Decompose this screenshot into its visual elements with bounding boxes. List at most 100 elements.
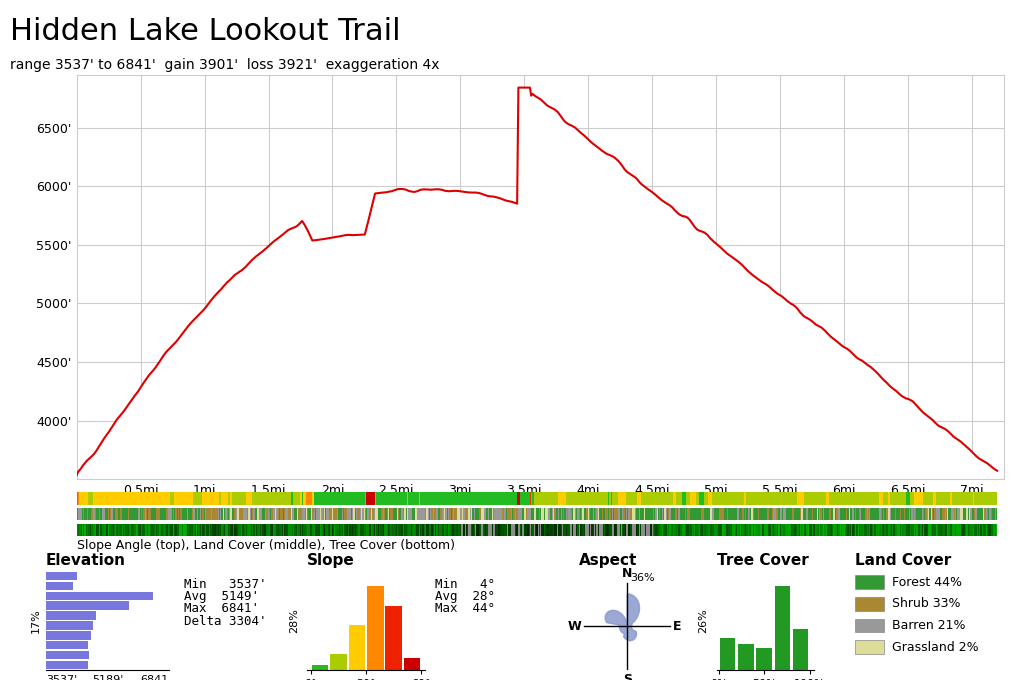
Bar	[327, 508, 328, 520]
Bar	[167, 508, 168, 520]
Bar	[331, 524, 332, 536]
Text: Slope: Slope	[307, 553, 355, 568]
Bar	[546, 524, 547, 536]
Bar	[493, 524, 495, 536]
Bar	[620, 508, 621, 520]
Bar	[326, 524, 327, 536]
Bar	[100, 508, 101, 520]
Bar	[871, 492, 873, 505]
Bar	[86, 492, 87, 505]
Bar	[164, 492, 165, 505]
Bar	[561, 508, 562, 520]
Bar	[624, 508, 625, 520]
Bar	[173, 524, 174, 536]
Text: Tree Cover: Tree Cover	[717, 553, 809, 568]
Bar	[951, 524, 952, 536]
Bar	[948, 524, 950, 536]
Bar	[133, 508, 134, 520]
Bar	[382, 524, 383, 536]
Bar	[633, 508, 634, 520]
Bar	[927, 492, 928, 505]
Bar	[507, 492, 508, 505]
Bar	[92, 508, 93, 520]
Bar	[348, 508, 349, 520]
Bar	[158, 524, 159, 536]
Bar	[313, 524, 315, 536]
Bar	[101, 508, 102, 520]
Bar	[105, 524, 106, 536]
Bar	[272, 508, 274, 520]
Bar	[262, 508, 264, 520]
Bar	[761, 492, 762, 505]
Bar	[817, 508, 818, 520]
Bar	[403, 524, 404, 536]
Bar	[595, 508, 597, 520]
Bar	[829, 508, 830, 520]
Bar	[539, 524, 541, 536]
Bar	[742, 492, 743, 505]
Bar	[214, 508, 215, 520]
Bar	[267, 508, 269, 520]
Bar	[981, 524, 982, 536]
Bar	[564, 524, 566, 536]
Bar	[617, 508, 618, 520]
Bar	[674, 492, 675, 505]
Bar	[302, 492, 303, 505]
Bar	[895, 492, 896, 505]
Bar	[994, 492, 996, 505]
Bar	[92, 492, 93, 505]
Bar	[86, 524, 87, 536]
Bar	[784, 508, 786, 520]
Bar	[880, 524, 881, 536]
Bar	[219, 492, 220, 505]
Bar	[915, 492, 916, 505]
Bar	[369, 508, 370, 520]
Bar	[370, 508, 372, 520]
Bar	[318, 508, 321, 520]
Bar	[361, 508, 362, 520]
Bar	[933, 524, 935, 536]
Bar	[252, 524, 254, 536]
Bar	[634, 508, 635, 520]
Bar	[486, 508, 487, 520]
Bar	[808, 508, 809, 520]
Bar	[513, 524, 515, 536]
Bar	[517, 508, 518, 520]
Bar	[219, 508, 220, 520]
Bar	[859, 524, 860, 536]
Bar	[167, 524, 168, 536]
Bar	[87, 492, 88, 505]
Bar	[845, 508, 846, 520]
Bar	[485, 508, 486, 520]
Bar	[216, 508, 218, 520]
Bar	[439, 492, 440, 505]
Text: Land Cover: Land Cover	[855, 553, 951, 568]
Bar	[306, 524, 307, 536]
Bar	[344, 492, 346, 505]
Bar	[334, 492, 336, 505]
Bar	[368, 492, 369, 505]
Bar	[666, 508, 667, 520]
Bar	[375, 492, 377, 505]
Bar	[952, 524, 953, 536]
Bar	[384, 524, 385, 536]
Bar	[979, 524, 981, 536]
Bar	[456, 508, 457, 520]
Bar	[522, 524, 523, 536]
Bar	[679, 508, 680, 520]
Bar	[993, 508, 994, 520]
Bar	[702, 524, 705, 536]
Bar	[290, 508, 291, 520]
Bar	[301, 524, 302, 536]
Bar	[841, 508, 843, 520]
Bar	[409, 492, 410, 505]
Bar	[559, 524, 561, 536]
Bar	[46, 572, 77, 581]
Bar	[465, 508, 466, 520]
Bar	[745, 508, 746, 520]
Bar	[327, 492, 328, 505]
Bar	[848, 524, 849, 536]
Bar	[449, 524, 450, 536]
Bar	[237, 492, 239, 505]
Bar	[740, 492, 741, 505]
